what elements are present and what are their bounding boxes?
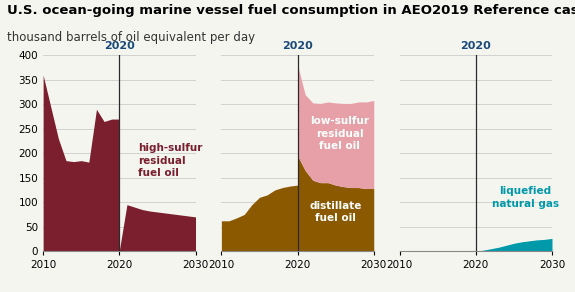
Text: high-sulfur
residual
fuel oil: high-sulfur residual fuel oil (139, 143, 203, 178)
Text: thousand barrels of oil equivalent per day: thousand barrels of oil equivalent per d… (7, 31, 255, 44)
Text: distillate
fuel oil: distillate fuel oil (309, 201, 362, 223)
Text: low-sulfur
residual
fuel oil: low-sulfur residual fuel oil (310, 116, 369, 151)
Text: 2020: 2020 (461, 41, 491, 51)
Text: 2020: 2020 (104, 41, 135, 51)
Text: U.S. ocean-going marine vessel fuel consumption in AEO2019 Reference case: U.S. ocean-going marine vessel fuel cons… (7, 4, 575, 18)
Text: 2020: 2020 (282, 41, 313, 51)
Text: liquefied
natural gas: liquefied natural gas (492, 186, 559, 208)
